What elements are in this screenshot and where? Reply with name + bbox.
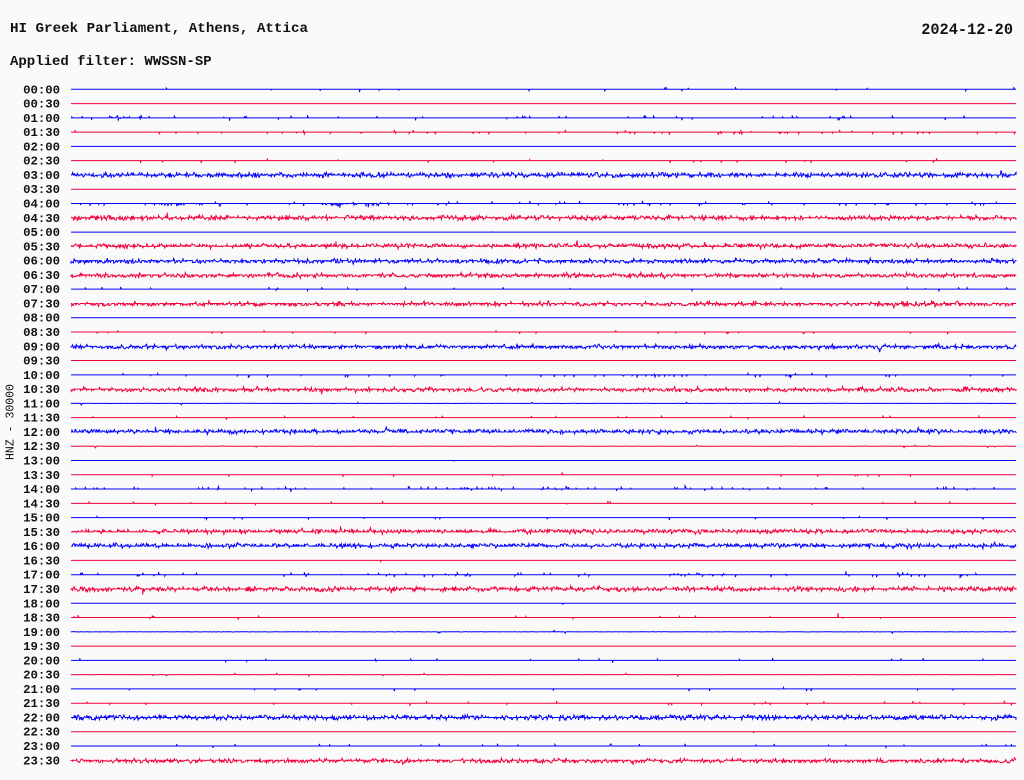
svg-text:15:30: 15:30	[23, 526, 60, 540]
svg-text:22:00: 22:00	[23, 711, 60, 725]
svg-text:17:00: 17:00	[23, 569, 60, 583]
svg-text:11:30: 11:30	[23, 412, 60, 426]
svg-text:06:30: 06:30	[23, 269, 60, 283]
svg-text:00:00: 00:00	[23, 83, 60, 97]
svg-text:16:30: 16:30	[23, 554, 60, 568]
svg-text:11:00: 11:00	[23, 397, 60, 411]
svg-text:10:30: 10:30	[23, 383, 60, 397]
svg-text:06:00: 06:00	[23, 255, 60, 269]
svg-text:00:30: 00:30	[23, 98, 60, 112]
svg-text:07:00: 07:00	[23, 283, 60, 297]
svg-text:18:30: 18:30	[23, 612, 60, 626]
svg-text:18:00: 18:00	[23, 597, 60, 611]
svg-text:23:30: 23:30	[23, 754, 60, 768]
svg-text:14:00: 14:00	[23, 483, 60, 497]
svg-text:10:00: 10:00	[23, 369, 60, 383]
svg-text:12:00: 12:00	[23, 426, 60, 440]
svg-text:09:30: 09:30	[23, 355, 60, 369]
svg-text:16:00: 16:00	[23, 540, 60, 554]
svg-text:13:00: 13:00	[23, 454, 60, 468]
svg-text:04:30: 04:30	[23, 212, 60, 226]
svg-text:20:00: 20:00	[23, 654, 60, 668]
svg-text:08:30: 08:30	[23, 326, 60, 340]
svg-text:12:30: 12:30	[23, 440, 60, 454]
svg-text:21:00: 21:00	[23, 683, 60, 697]
svg-text:05:00: 05:00	[23, 226, 60, 240]
svg-text:23:00: 23:00	[23, 740, 60, 754]
svg-text:07:30: 07:30	[23, 297, 60, 311]
svg-text:01:00: 01:00	[23, 112, 60, 126]
svg-text:20:30: 20:30	[23, 669, 60, 683]
svg-text:02:00: 02:00	[23, 140, 60, 154]
svg-text:19:30: 19:30	[23, 640, 60, 654]
svg-text:19:00: 19:00	[23, 626, 60, 640]
svg-text:03:30: 03:30	[23, 183, 60, 197]
svg-text:22:30: 22:30	[23, 726, 60, 740]
svg-text:05:30: 05:30	[23, 240, 60, 254]
svg-text:01:30: 01:30	[23, 126, 60, 140]
svg-text:09:00: 09:00	[23, 340, 60, 354]
svg-text:03:00: 03:00	[23, 169, 60, 183]
svg-text:08:00: 08:00	[23, 312, 60, 326]
svg-text:21:30: 21:30	[23, 697, 60, 711]
svg-text:15:00: 15:00	[23, 512, 60, 526]
svg-text:13:30: 13:30	[23, 469, 60, 483]
svg-text:04:00: 04:00	[23, 198, 60, 212]
svg-text:14:30: 14:30	[23, 497, 60, 511]
svg-text:17:30: 17:30	[23, 583, 60, 597]
svg-text:02:30: 02:30	[23, 155, 60, 169]
